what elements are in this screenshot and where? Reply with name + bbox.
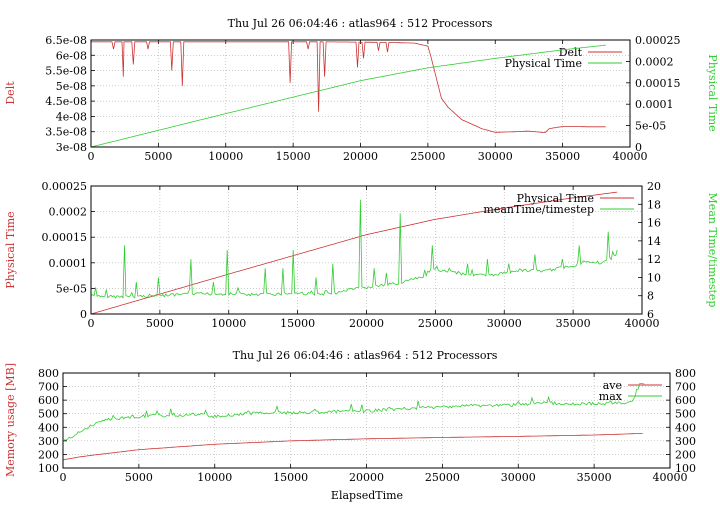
y-tick-label: 0.0001 — [49, 257, 88, 270]
legend-label: Physical Time — [517, 192, 594, 205]
x-tick-label: 0 — [88, 317, 95, 330]
x-tick-label: 40000 — [653, 471, 688, 484]
y2-tick-label: 0.00015 — [635, 77, 681, 90]
x-tick-label: 5000 — [146, 317, 174, 330]
x-tick-label: 30000 — [487, 317, 522, 330]
plot-frame — [62, 372, 671, 469]
x-tick-label: 25000 — [410, 150, 445, 163]
y-tick-label: 6.5e-08 — [45, 34, 87, 47]
y-tick-label: 600 — [38, 394, 59, 407]
x-tick-label: 25000 — [418, 317, 453, 330]
y-tick-label: 0 — [80, 308, 87, 321]
series-line-physical-time — [90, 191, 618, 315]
y2-tick-label: 6 — [647, 308, 654, 321]
x-tick-label: 5000 — [144, 150, 172, 163]
y-tick-label: 5.5e-08 — [45, 65, 87, 78]
y2-tick-label: 100 — [675, 462, 696, 475]
y-tick-label: 700 — [38, 381, 59, 394]
y-tick-label: 300 — [38, 435, 59, 448]
x-tick-label: 35000 — [556, 317, 591, 330]
x-tick-label: 35000 — [545, 150, 580, 163]
legend-label: max — [599, 390, 623, 403]
series-line-physical-time — [90, 44, 606, 148]
y2-tick-label: 20 — [647, 180, 661, 193]
y-axis-label-left: Delt — [4, 81, 17, 105]
x-tick-label: 40000 — [613, 150, 648, 163]
y-tick-label: 3e-08 — [56, 141, 87, 154]
plot-frame — [90, 185, 643, 315]
x-tick-label: 40000 — [625, 317, 660, 330]
plot-frame — [90, 39, 631, 148]
y2-tick-label: 800 — [675, 367, 696, 380]
y-tick-label: 4e-08 — [56, 110, 87, 123]
x-tick-label: 0 — [88, 150, 95, 163]
x-tick-label: 25000 — [425, 471, 460, 484]
y2-tick-label: 5e-05 — [635, 120, 666, 133]
y2-tick-label: 0.0001 — [635, 98, 674, 111]
y-tick-label: 0.0002 — [49, 206, 88, 219]
y2-tick-label: 400 — [675, 421, 696, 434]
y-tick-label: 400 — [38, 421, 59, 434]
y-tick-label: 5e-08 — [56, 80, 87, 93]
y2-tick-label: 12 — [647, 253, 661, 266]
x-tick-label: 20000 — [349, 471, 384, 484]
x-tick-label: 30000 — [478, 150, 513, 163]
y-tick-label: 500 — [38, 408, 59, 421]
y-axis-label-right: Mean Time/timestep — [706, 193, 719, 308]
y-tick-label: 4.5e-08 — [45, 95, 87, 108]
x-axis-label: ElapsedTime — [331, 489, 403, 502]
legend-label: ave — [603, 379, 622, 392]
x-tick-label: 20000 — [343, 150, 378, 163]
y2-tick-label: 0.00025 — [635, 34, 681, 47]
y-axis-label-left: Memory usage [MB] — [4, 363, 17, 477]
physical-time-panel: Physical Time Mean Time/timestep 0 5000 10… — [4, 180, 719, 330]
panel-title: Thu Jul 26 06:04:46 : atlas964 : 512 Pro… — [233, 349, 498, 362]
y-tick-label: 200 — [38, 448, 59, 461]
y2-tick-label: 10 — [647, 271, 661, 284]
x-tick-label: 0 — [60, 471, 67, 484]
series-line-ave — [62, 433, 643, 461]
y-tick-label: 3.5e-08 — [45, 126, 87, 139]
y2-tick-label: 16 — [647, 217, 661, 230]
y2-tick-label: 200 — [675, 448, 696, 461]
y2-tick-label: 18 — [647, 198, 661, 211]
x-tick-label: 15000 — [276, 150, 311, 163]
y-axis-label-right: Physical Time — [706, 54, 719, 131]
y-tick-label: 6e-08 — [56, 49, 87, 62]
y2-tick-label: 500 — [675, 408, 696, 421]
panel-title: Thu Jul 26 06:04:46 : atlas964 : 512 Pro… — [228, 17, 493, 30]
legend-label: Physical Time — [505, 57, 582, 70]
y2-tick-label: 0 — [635, 141, 642, 154]
x-tick-label: 20000 — [349, 317, 384, 330]
y-tick-label: 5e-05 — [56, 282, 87, 295]
x-tick-label: 10000 — [211, 317, 246, 330]
memory-panel: Thu Jul 26 06:04:46 : atlas964 : 512 Pro… — [4, 349, 696, 502]
x-tick-label: 30000 — [501, 471, 536, 484]
x-tick-label: 10000 — [197, 471, 232, 484]
x-tick-label: 5000 — [125, 471, 153, 484]
y2-tick-label: 8 — [647, 290, 654, 303]
y-tick-label: 800 — [38, 367, 59, 380]
x-tick-label: 15000 — [280, 317, 315, 330]
series-line-meantime-timestep — [90, 199, 618, 299]
y-tick-label: 100 — [38, 462, 59, 475]
x-tick-label: 35000 — [577, 471, 612, 484]
y2-tick-label: 300 — [675, 435, 696, 448]
y2-tick-label: 700 — [675, 381, 696, 394]
x-tick-label: 15000 — [273, 471, 308, 484]
series-line-max — [62, 382, 645, 442]
delt-panel: Thu Jul 26 06:04:46 : atlas964 : 512 Pro… — [4, 17, 719, 163]
y-tick-label: 0.00015 — [42, 231, 88, 244]
x-tick-label: 10000 — [208, 150, 243, 163]
y-axis-label-left: Physical Time — [4, 211, 17, 288]
y-tick-label: 0.00025 — [42, 180, 88, 193]
y2-tick-label: 0.0002 — [635, 55, 674, 68]
y2-tick-label: 600 — [675, 394, 696, 407]
series-line-delt — [91, 41, 606, 134]
y2-tick-label: 14 — [647, 235, 661, 248]
legend-label: meanTime/timestep — [483, 203, 594, 216]
